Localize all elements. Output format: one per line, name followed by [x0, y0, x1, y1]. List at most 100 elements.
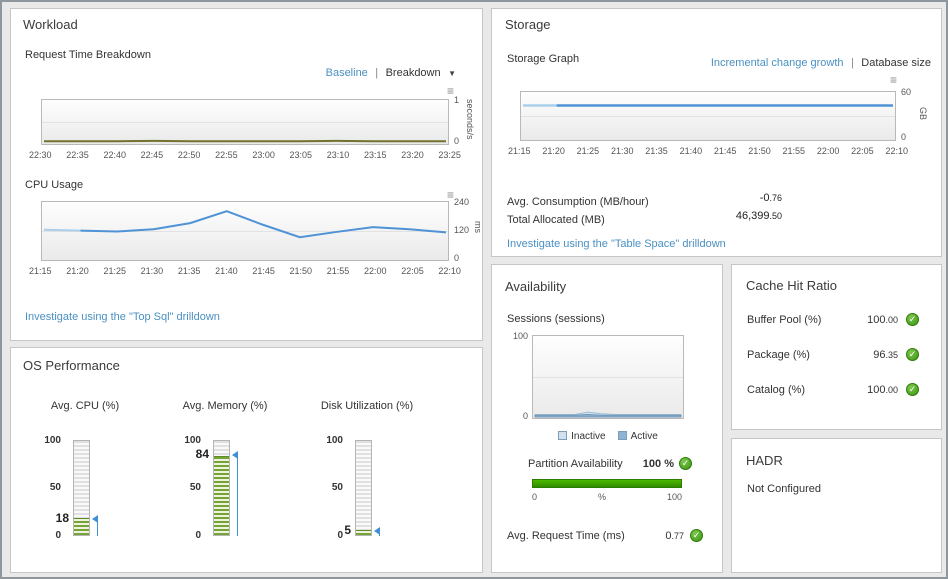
gauge-scale: 100 50 0	[309, 435, 349, 541]
check-icon: ✓	[690, 529, 703, 542]
x-tick-label: 21:55	[326, 266, 350, 276]
x-tick-label: 21:15	[29, 266, 52, 276]
chart-menu-icon[interactable]: ≡	[889, 73, 897, 87]
x-tick-label: 22:50	[177, 150, 201, 160]
hadr-status: Not Configured	[747, 483, 821, 495]
cache-row-value: 96.35	[873, 348, 898, 361]
x-axis: 21:15 21:20 21:25 21:30 21:35 21:40 21:45 21:50…	[508, 146, 908, 156]
tick-label: 50	[331, 482, 343, 493]
tick-label: 0	[337, 530, 343, 541]
gauge-overlay: 18	[27, 440, 143, 536]
x-tick-label: 21:50	[289, 266, 313, 276]
cache-row-value: 100.00	[867, 313, 898, 326]
x-tick-label: 21:50	[748, 146, 771, 156]
x-tick-label: 21:45	[713, 146, 737, 156]
database-size-link[interactable]: Database size	[861, 57, 931, 69]
total-allocated-row: Total Allocated (MB) 46,399.50	[507, 210, 782, 226]
os-performance-panel-title: OS Performance	[23, 358, 120, 373]
scale-min: 0	[532, 492, 538, 502]
tick-label: 100	[44, 435, 61, 446]
x-tick-label: 21:30	[610, 146, 634, 156]
y-tick-label: 0	[901, 132, 907, 142]
gauge-scale: 100 50 0	[167, 435, 207, 541]
cache-row-label: Catalog (%)	[747, 383, 806, 396]
separator: |	[850, 57, 854, 69]
gauge-value: 18	[55, 510, 69, 525]
chart-menu-icon[interactable]: ≡	[446, 84, 454, 98]
gauge-value: 5	[344, 523, 351, 538]
x-tick-label: 21:45	[252, 266, 275, 276]
stat-label: Avg. Consumption (MB/hour)	[507, 196, 649, 208]
check-icon: ✓	[679, 457, 692, 470]
tick-label: 100	[184, 435, 201, 446]
x-tick-label: 23:15	[363, 150, 387, 160]
x-tick-label: 23:00	[252, 150, 275, 160]
baseline-link[interactable]: Baseline	[325, 67, 368, 79]
y-tick-label: 0	[454, 136, 460, 146]
cpu-usage-chart[interactable]	[41, 201, 449, 261]
gauge-bar	[355, 440, 372, 536]
y-tick-label: 60	[901, 87, 912, 97]
sessions-label: Sessions (sessions)	[507, 313, 605, 325]
cache-row-value: 100.00	[867, 383, 898, 396]
workload-view-switcher: Baseline | Breakdown ▼	[326, 63, 456, 81]
chevron-down-icon[interactable]: ▼	[448, 69, 456, 78]
x-tick-label: 21:15	[508, 146, 531, 156]
request-time-chart[interactable]	[41, 99, 449, 145]
x-tick-label: 22:30	[29, 150, 52, 160]
tick-label: 50	[189, 482, 201, 493]
cache-row-label: Package (%)	[747, 348, 810, 361]
legend-item-inactive: Inactive	[558, 431, 606, 442]
x-axis: 21:15 21:20 21:25 21:30 21:35 21:40 21:45 21:50…	[29, 266, 461, 276]
table-space-drilldown-link[interactable]: Investigate using the "Table Space" dril…	[507, 238, 726, 250]
catalog-row: Catalog (%) 100.00 ✓	[747, 383, 919, 396]
chart-menu-icon[interactable]: ≡	[446, 188, 454, 202]
x-tick-label: 22:10	[885, 146, 908, 156]
request-time-breakdown-label: Request Time Breakdown	[25, 49, 151, 61]
y-axis-label: ms	[473, 221, 483, 233]
x-tick-label: 22:45	[140, 150, 164, 160]
workload-panel-title: Workload	[23, 17, 78, 32]
x-tick-label: 23:05	[289, 150, 313, 160]
gauge-marker-icon	[374, 527, 380, 536]
availability-panel: Availability Sessions (sessions) 100 0 I…	[491, 264, 723, 573]
x-tick-label: 21:20	[66, 266, 89, 276]
x-tick-label: 23:25	[438, 150, 461, 160]
tick-label: 100	[326, 435, 343, 446]
partition-availability-bar	[532, 479, 682, 488]
gauge-value: 84	[195, 447, 209, 462]
stat-label: Total Allocated (MB)	[507, 214, 605, 226]
x-tick-label: 21:20	[542, 146, 565, 156]
storage-graph-chart[interactable]	[520, 91, 896, 141]
cpu-usage-label: CPU Usage	[25, 179, 84, 191]
gauge-marker-icon	[92, 514, 98, 523]
x-tick-label: 22:35	[66, 150, 89, 160]
x-tick-label: 22:05	[851, 146, 874, 156]
x-tick-label: 22:10	[438, 266, 461, 276]
avg-request-time-label: Avg. Request Time (ms)	[507, 529, 625, 542]
x-tick-label: 21:30	[140, 266, 164, 276]
avg-cpu-gauge: Avg. CPU (%) 100 50 0 18	[27, 400, 157, 542]
os-performance-panel: OS Performance Avg. CPU (%) 100 50 0 18 …	[10, 347, 483, 573]
sessions-chart[interactable]	[532, 335, 684, 419]
storage-panel-title: Storage	[505, 17, 551, 32]
check-icon: ✓	[906, 383, 919, 396]
y-tick-label: 240	[454, 197, 470, 207]
gauge-marker-line	[97, 518, 98, 536]
incremental-change-growth-link[interactable]: Incremental change growth	[710, 57, 844, 69]
y-tick-label: 100	[512, 331, 528, 341]
x-tick-label: 21:40	[215, 266, 238, 276]
gauge-bar	[73, 440, 90, 536]
stat-value: -0.76	[759, 192, 782, 204]
x-tick-label: 22:00	[816, 146, 840, 156]
cache-row-label: Buffer Pool (%)	[747, 313, 822, 326]
breakdown-link[interactable]: Breakdown	[385, 67, 441, 79]
stat-value: 46,399.50	[735, 210, 782, 222]
top-sql-drilldown-link[interactable]: Investigate using the "Top Sql" drilldow…	[25, 311, 220, 323]
buffer-pool-row: Buffer Pool (%) 100.00 ✓	[747, 313, 919, 326]
check-icon: ✓	[906, 348, 919, 361]
disk-utilization-gauge: Disk Utilization (%) 100 50 0 5	[309, 400, 439, 542]
gauge-scale: 100 50 0	[27, 435, 67, 541]
x-tick-label: 23:20	[401, 150, 424, 160]
